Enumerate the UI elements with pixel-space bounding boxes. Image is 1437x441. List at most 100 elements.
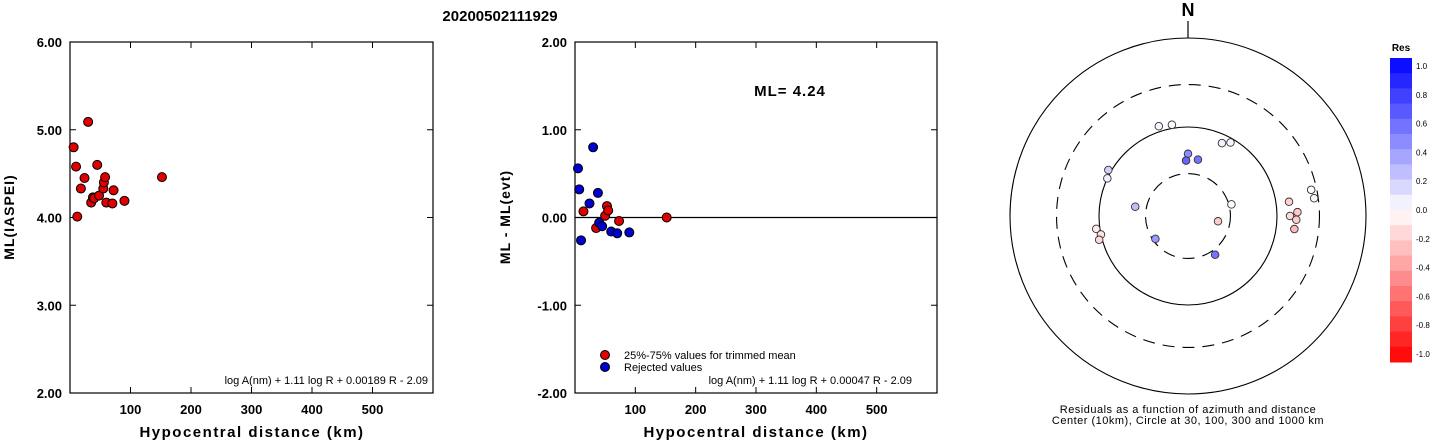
station-point <box>1309 194 1319 203</box>
legend-label: Rejected values <box>624 362 703 374</box>
colorbar-step <box>1390 316 1412 333</box>
data-point <box>597 221 608 232</box>
y-tick-label: 4.00 <box>37 211 62 226</box>
data-point <box>584 198 595 209</box>
colorbar: 1.0 0.8 0.6 0.4 0.2 0.0 -0.2 -0.4 -0.6 -0.8 -1.0 <box>1390 58 1430 363</box>
y-tick-label: -1.00 <box>537 298 567 313</box>
station-point <box>1210 250 1220 259</box>
axis-ticks: 100 200 300 400 500 -2.00 -1.00 0.00 1.00 2.00 <box>537 35 937 417</box>
y-tick-label: 3.00 <box>37 298 62 313</box>
data-point <box>92 159 103 170</box>
x-tick-label: 500 <box>362 402 384 417</box>
colorbar-title: Res <box>1392 43 1411 54</box>
data-point <box>576 235 587 246</box>
y-tick-label: 1.00 <box>542 123 567 138</box>
ring-300km <box>1055 83 1321 349</box>
plot-frame <box>69 41 434 394</box>
colorbar-tick-label: -0.4 <box>1416 264 1430 273</box>
colorbar-step <box>1390 103 1412 120</box>
y-tick-label: 6.00 <box>37 35 62 50</box>
colorbar-tick-label: 0.4 <box>1416 148 1428 157</box>
data-point <box>603 205 614 216</box>
station-point <box>1227 200 1236 209</box>
data-point <box>588 142 599 153</box>
x-axis-label: Hypocentral distance (km) <box>139 424 364 441</box>
station-point <box>1213 217 1223 226</box>
station-point <box>1154 121 1164 131</box>
colorbar-step <box>1390 194 1412 211</box>
x-tick-label: 300 <box>745 402 767 417</box>
colorbar-tick-label: -0.8 <box>1416 321 1430 330</box>
colorbar-step <box>1390 179 1412 196</box>
station-point <box>1306 185 1316 195</box>
x-tick-label: 100 <box>624 402 646 417</box>
x-tick-label: 500 <box>866 402 888 417</box>
ring-1000km <box>1009 37 1367 395</box>
station-point <box>1130 202 1140 211</box>
legend-label: 25%-75% values for trimmed mean <box>624 350 796 362</box>
data-point <box>79 173 90 184</box>
data-point <box>119 195 130 206</box>
ring-100km <box>1098 126 1278 306</box>
magnitude-vs-distance-panel: 100 200 300 400 500 2.00 3.00 4.00 5.00 6.00 ML(I… <box>1 35 434 441</box>
colorbar-step <box>1390 346 1412 363</box>
station-point <box>1103 174 1112 183</box>
data-point <box>75 183 86 194</box>
colorbar-step <box>1390 164 1412 181</box>
colorbar-tick-label: -0.2 <box>1416 235 1430 244</box>
station-point <box>1226 138 1235 147</box>
data-point <box>614 216 625 227</box>
y-tick-label: -2.00 <box>537 386 567 401</box>
station-point <box>1290 224 1299 234</box>
y-axis-label: ML(IASPEI) <box>1 174 17 259</box>
station-points <box>1091 120 1319 259</box>
station-point <box>1151 234 1160 244</box>
x-tick-label: 200 <box>685 402 707 417</box>
legend-marker-blue <box>600 362 610 372</box>
x-tick-label: 200 <box>180 402 202 417</box>
caption-line-2: Center (10km), Circle at 30, 100, 300 an… <box>1052 415 1324 427</box>
caption-line-1: Residuals as a function of azimuth and d… <box>1060 404 1316 416</box>
data-point <box>72 211 83 222</box>
colorbar-step <box>1390 210 1412 226</box>
colorbar-step <box>1390 225 1412 241</box>
station-point <box>1091 224 1101 234</box>
station-point <box>1181 156 1191 165</box>
distance-rings <box>1009 37 1367 395</box>
data-point <box>108 185 119 196</box>
north-label: N <box>1182 0 1195 20</box>
data-point <box>624 227 635 238</box>
data-points <box>68 116 167 222</box>
colorbar-tick-label: -1.0 <box>1416 350 1430 359</box>
colorbar-step <box>1390 331 1412 348</box>
azimuth-residual-panel: N Residuals as a function of azimuth and… <box>1009 0 1430 427</box>
formula-label: log A(nm) + 1.11 log R + 0.00189 R - 2.0… <box>225 375 428 387</box>
y-tick-label: 2.00 <box>542 35 567 50</box>
colorbar-step <box>1390 301 1412 317</box>
colorbar-tick-label: 1.0 <box>1416 62 1428 71</box>
colorbar-step <box>1390 73 1412 89</box>
x-tick-label: 400 <box>805 402 827 417</box>
station-point <box>1104 165 1113 175</box>
y-axis-label: ML - ML(evt) <box>497 170 513 264</box>
colorbar-step <box>1390 58 1412 74</box>
x-tick-label: 100 <box>120 402 142 417</box>
y-tick-label: 0.00 <box>542 211 567 226</box>
colorbar-step <box>1390 240 1412 257</box>
colorbar-tick-label: 0.8 <box>1416 91 1428 100</box>
x-tick-label: 300 <box>241 402 263 417</box>
legend-marker-red <box>600 350 610 360</box>
colorbar-tick-label: 0.2 <box>1416 177 1428 186</box>
ring-30km <box>1144 172 1232 260</box>
data-point <box>612 228 623 239</box>
x-axis-label: Hypocentral distance (km) <box>643 424 868 441</box>
data-point <box>107 198 118 209</box>
x-tick-label: 400 <box>301 402 323 417</box>
data-point <box>71 161 82 172</box>
colorbar-tick-label: -0.6 <box>1416 292 1430 301</box>
colorbar-step <box>1390 88 1412 105</box>
formula-label: log A(nm) + 1.11 log R + 0.00047 R - 2.0… <box>709 375 912 387</box>
colorbar-step <box>1390 270 1412 287</box>
colorbar-tick-label: 0.6 <box>1416 120 1428 129</box>
station-point <box>1167 120 1177 129</box>
